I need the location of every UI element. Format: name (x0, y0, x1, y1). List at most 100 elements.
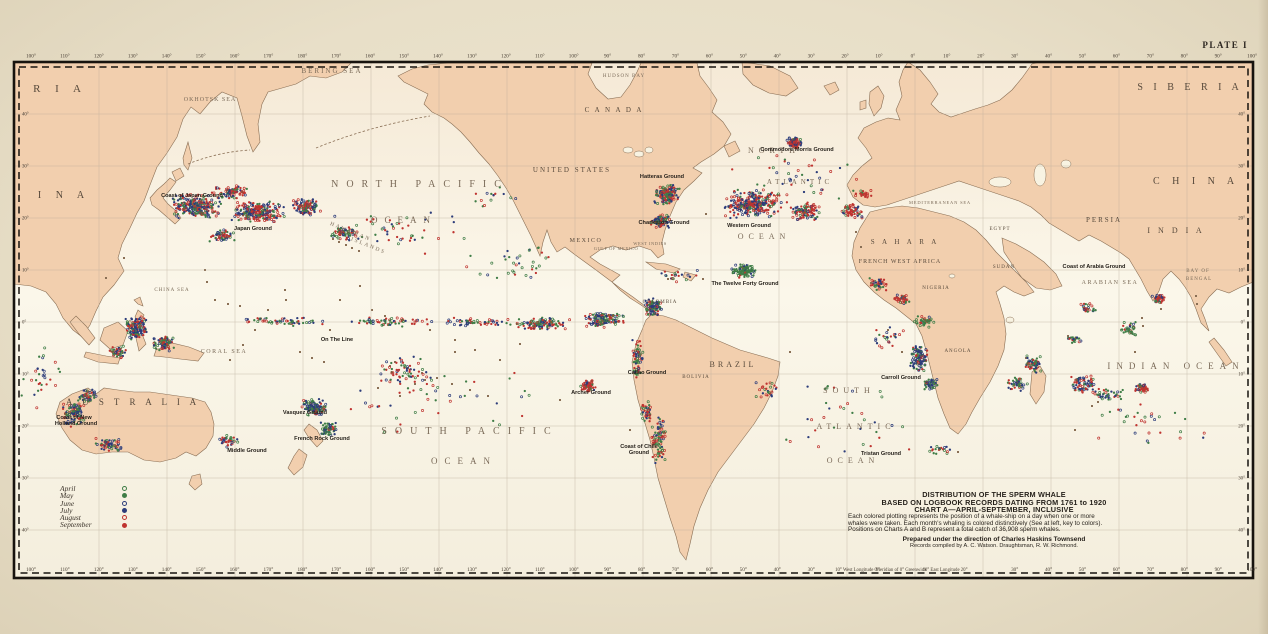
svg-text:Charleston Ground: Charleston Ground (639, 220, 691, 226)
legend-row: September (60, 521, 127, 529)
svg-text:160°: 160° (365, 53, 375, 60)
svg-text:C H I N A: C H I N A (1153, 176, 1239, 187)
svg-text:120°: 120° (501, 53, 511, 60)
svg-text:French Rock Ground: French Rock Ground (294, 436, 350, 442)
svg-text:The Twelve Forty Ground: The Twelve Forty Ground (711, 281, 779, 287)
svg-text:70°: 70° (672, 53, 679, 60)
svg-text:50°: 50° (740, 566, 747, 573)
svg-text:90°: 90° (604, 566, 611, 573)
svg-text:70°: 70° (1147, 566, 1154, 573)
land-layer (14, 62, 1253, 561)
svg-text:Callao Ground: Callao Ground (628, 370, 667, 376)
svg-text:40°: 40° (774, 566, 781, 573)
svg-text:10° West Longitude 0°: 10° West Longitude 0° (835, 568, 879, 573)
svg-text:150°: 150° (196, 53, 206, 60)
svg-text:OCEAN: OCEAN (371, 215, 437, 225)
svg-text:MEDITERRANEAN SEA: MEDITERRANEAN SEA (909, 200, 971, 205)
svg-text:80°: 80° (638, 566, 645, 573)
svg-text:CHINA SEA: CHINA SEA (154, 288, 189, 293)
svg-text:30°: 30° (1011, 53, 1018, 60)
svg-text:110°: 110° (535, 53, 545, 60)
svg-text:OCEAN: OCEAN (827, 456, 880, 465)
svg-text:60°: 60° (706, 566, 713, 573)
svg-text:30°: 30° (1011, 566, 1018, 573)
svg-text:A U S T R A L I A: A U S T R A L I A (66, 397, 200, 407)
legend-row: May (60, 492, 127, 500)
chart-note-line3: Positions on Charts A and B represent a … (848, 526, 1061, 534)
svg-text:170°: 170° (331, 53, 341, 60)
svg-text:90°: 90° (604, 53, 611, 60)
svg-text:170°: 170° (331, 566, 341, 573)
svg-text:130°: 130° (128, 566, 138, 573)
legend-month-label: June (60, 498, 75, 508)
svg-text:20°: 20° (22, 425, 29, 430)
svg-text:GULF OF MEXICO: GULF OF MEXICO (594, 246, 639, 251)
svg-text:OKHOTSK SEA: OKHOTSK SEA (184, 97, 237, 103)
svg-text:100°: 100° (26, 53, 36, 60)
svg-text:Tristan Ground: Tristan Ground (861, 451, 902, 457)
svg-text:30°: 30° (22, 165, 29, 170)
svg-text:110°: 110° (60, 566, 70, 573)
svg-text:Japan Ground: Japan Ground (234, 226, 272, 232)
svg-text:170°: 170° (263, 566, 273, 573)
graticule-layer (14, 62, 1253, 578)
svg-text:30°: 30° (808, 566, 815, 573)
chart-note-line2: whales were taken. Each month's whaling … (848, 519, 1103, 527)
svg-text:110°: 110° (60, 53, 70, 60)
chart-note-line1: Each colored plotting represents the pos… (848, 512, 1095, 520)
svg-text:Holland Ground: Holland Ground (55, 421, 98, 427)
chart-credit-compilers: Records compiled by A. C. Watson. Draugh… (910, 543, 1078, 550)
svg-text:180°: 180° (297, 53, 307, 60)
svg-text:140°: 140° (162, 566, 172, 573)
svg-text:0°: 0° (911, 53, 916, 60)
svg-text:120°: 120° (94, 53, 104, 60)
legend-row: August (60, 514, 127, 522)
svg-text:180°: 180° (297, 566, 307, 573)
svg-text:150°: 150° (399, 53, 409, 60)
svg-text:10°: 10° (22, 269, 29, 274)
legend-month-label: July (60, 505, 73, 515)
svg-text:10°: 10° (22, 373, 29, 378)
svg-text:40°: 40° (22, 113, 29, 118)
svg-text:30°: 30° (1238, 165, 1245, 170)
svg-text:COLOMBIA: COLOMBIA (643, 300, 678, 305)
svg-text:30°: 30° (1238, 477, 1245, 482)
svg-text:100°: 100° (569, 53, 579, 60)
svg-text:Coast of Arabia Ground: Coast of Arabia Ground (1063, 264, 1126, 270)
month-color-legend: April May June July August September (60, 485, 127, 529)
svg-text:40°: 40° (1238, 113, 1245, 118)
svg-text:OCEAN: OCEAN (738, 232, 791, 241)
legend-color-swatch (122, 515, 127, 521)
svg-text:130°: 130° (467, 566, 477, 573)
svg-text:20°: 20° (22, 217, 29, 222)
svg-text:Commodore Morris Ground: Commodore Morris Ground (760, 147, 834, 153)
svg-text:ARABIAN SEA: ARABIAN SEA (1082, 280, 1139, 286)
svg-text:140°: 140° (433, 53, 443, 60)
catch-dots-layer (20, 136, 1206, 465)
map-frame (12, 60, 1255, 580)
svg-text:Archer Ground: Archer Ground (571, 390, 611, 396)
svg-text:100°: 100° (26, 566, 36, 573)
svg-text:100°: 100° (1247, 53, 1257, 60)
svg-text:20°: 20° (977, 53, 984, 60)
svg-text:Hatteras Ground: Hatteras Ground (640, 174, 685, 180)
svg-text:BENGAL: BENGAL (1186, 277, 1212, 282)
whaling-ground-labels: Coast of Japan Ground Japan Ground On The … (55, 147, 1126, 457)
svg-text:S I B E R I A: S I B E R I A (1137, 82, 1242, 93)
legend-color-swatch (122, 508, 127, 514)
legend-row: April (60, 485, 127, 492)
legend-color-swatch (122, 486, 127, 492)
svg-text:OCEAN: OCEAN (431, 456, 497, 466)
svg-text:10°: 10° (1238, 269, 1245, 274)
svg-text:SUDAN: SUDAN (993, 265, 1015, 270)
svg-text:70°: 70° (672, 566, 679, 573)
geographic-labels: R I A I N A S I B E R I A C H I N A I N D I … (33, 67, 1244, 466)
svg-text:INDIAN OCEAN: INDIAN OCEAN (1107, 361, 1244, 371)
svg-text:PERSIA: PERSIA (1086, 216, 1122, 224)
svg-text:140°: 140° (162, 53, 172, 60)
svg-text:UNITED STATES: UNITED STATES (533, 166, 611, 174)
plate-number-label: PLATE I (1202, 40, 1248, 50)
svg-text:EGYPT: EGYPT (989, 227, 1010, 232)
svg-text:BRAZIL: BRAZIL (710, 360, 757, 369)
